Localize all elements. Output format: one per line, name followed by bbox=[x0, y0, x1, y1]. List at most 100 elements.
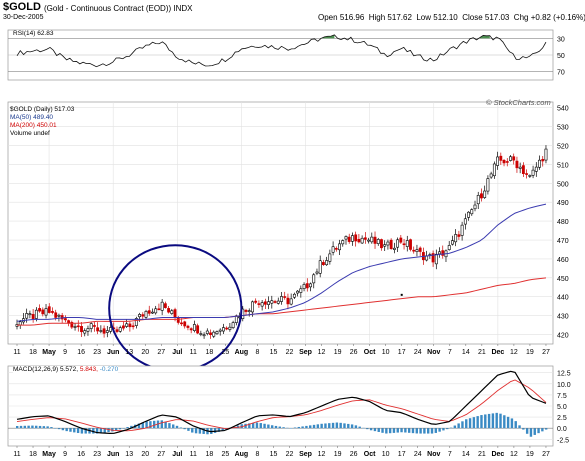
macd-histogram-bar bbox=[152, 420, 156, 429]
candle-body bbox=[347, 236, 351, 242]
candle-body bbox=[457, 234, 461, 237]
month-tick-label: Nov bbox=[427, 451, 440, 458]
day-tick-label: 22 bbox=[286, 349, 294, 356]
high-label: High bbox=[368, 13, 386, 22]
candle-body bbox=[96, 327, 100, 332]
price-tick-label: 540 bbox=[557, 106, 569, 113]
candle-body bbox=[502, 160, 506, 164]
day-tick-label: 17 bbox=[398, 451, 406, 458]
macd-label: MACD(12,26,9) 5.572, bbox=[13, 366, 79, 373]
macd-histogram-bar bbox=[289, 428, 293, 429]
macd-histogram-bar bbox=[270, 425, 274, 429]
candle-body bbox=[160, 301, 164, 311]
day-tick-label: 18 bbox=[205, 349, 213, 356]
macd-histogram-bar bbox=[92, 428, 95, 434]
month-tick-label: May bbox=[42, 349, 56, 356]
candle-body bbox=[209, 332, 212, 335]
candle-body bbox=[73, 326, 77, 328]
candle-body bbox=[63, 318, 67, 321]
macd-histogram-bar bbox=[335, 422, 339, 429]
candle-body bbox=[147, 310, 151, 314]
candle-body bbox=[325, 260, 329, 266]
candle-body bbox=[125, 323, 129, 327]
macd-histogram-bar bbox=[27, 425, 30, 429]
candle-body bbox=[521, 165, 525, 175]
day-tick-label: 19 bbox=[526, 451, 534, 458]
candle-body bbox=[202, 334, 206, 337]
macd-histogram-bar bbox=[362, 427, 365, 429]
day-tick-label: 21 bbox=[478, 349, 486, 356]
macd-histogram-bar bbox=[434, 428, 438, 433]
day-tick-label: 7 bbox=[448, 451, 452, 458]
candle-body bbox=[344, 236, 348, 240]
price-tick-label: 520 bbox=[557, 143, 569, 150]
candle-body bbox=[80, 326, 83, 333]
macd-histogram-bar bbox=[320, 423, 323, 429]
candle-body bbox=[199, 333, 203, 335]
day-tick-label: 14 bbox=[462, 451, 470, 458]
candle-body bbox=[215, 331, 219, 335]
macd-histogram-bar bbox=[316, 424, 320, 429]
macd-tick-label: 0.0 bbox=[557, 426, 567, 433]
candle-body bbox=[451, 240, 454, 245]
macd-histogram-bar bbox=[172, 424, 175, 429]
candle-body bbox=[118, 327, 122, 332]
macd-histogram-bar bbox=[80, 428, 84, 434]
candle-body bbox=[338, 243, 341, 251]
candle-body bbox=[57, 314, 61, 317]
macd-histogram-bar bbox=[529, 428, 533, 437]
candle-body bbox=[389, 239, 393, 250]
candle-body bbox=[18, 321, 22, 326]
macd-histogram-bar bbox=[73, 428, 76, 433]
macd-histogram-bar bbox=[472, 417, 476, 429]
day-tick-label: 15 bbox=[270, 451, 278, 458]
macd-histogram-bar bbox=[263, 423, 266, 429]
macd-histogram-bar bbox=[179, 427, 183, 429]
candle-body bbox=[105, 330, 109, 333]
macd-histogram-bar bbox=[95, 428, 99, 434]
macd-histogram-bar bbox=[465, 419, 468, 429]
macd-histogram-bar bbox=[522, 428, 525, 430]
candle-body bbox=[438, 251, 441, 255]
candle-body bbox=[480, 193, 483, 199]
macd-histogram-bar bbox=[114, 428, 118, 431]
candle-body bbox=[299, 288, 303, 293]
macd-histogram-bar bbox=[514, 421, 517, 429]
candle-body bbox=[376, 239, 380, 244]
candle-body bbox=[183, 321, 187, 327]
macd-legend: MACD(12,26,9) 5.572, 5.843, -0.270 bbox=[13, 366, 119, 374]
day-tick-label: 13 bbox=[125, 349, 133, 356]
month-tick-label: Jun bbox=[107, 451, 119, 458]
macd-histogram-bar bbox=[213, 428, 217, 433]
candle-body bbox=[373, 236, 377, 244]
macd-histogram-bar bbox=[499, 413, 502, 429]
macd-histogram-bar bbox=[468, 418, 472, 429]
macd-tick-label: 2.5 bbox=[557, 415, 567, 422]
candle-body bbox=[205, 330, 209, 334]
open-value: 516.96 bbox=[339, 13, 365, 22]
candle-body bbox=[263, 301, 267, 305]
candle-body bbox=[276, 300, 280, 304]
price-tick-label: 460 bbox=[557, 257, 569, 264]
candle-body bbox=[509, 156, 512, 161]
quote-summary: Open 516.96 High 517.62 Low 512.10 Close… bbox=[318, 13, 585, 22]
day-tick-label: 27 bbox=[542, 451, 550, 458]
macd-histogram-bar bbox=[122, 428, 125, 429]
day-tick-label: 12 bbox=[510, 451, 518, 458]
day-tick-label: 27 bbox=[157, 349, 165, 356]
candle-body bbox=[399, 237, 403, 243]
candle-body bbox=[38, 308, 42, 312]
macd-histogram-bar bbox=[354, 425, 358, 429]
candle-body bbox=[163, 303, 167, 308]
macd-histogram-bar bbox=[293, 427, 297, 429]
candle-body bbox=[331, 246, 335, 253]
rsi-line bbox=[16, 34, 547, 68]
candle-body bbox=[115, 329, 119, 332]
macd-panel: 12.5 10.0 7.5 5.0 2.5 0.0 -2.5 bbox=[7, 365, 571, 447]
candle-body bbox=[296, 290, 300, 294]
day-tick-label: 9 bbox=[63, 451, 67, 458]
macd-histogram-bar bbox=[35, 425, 38, 429]
macd-histogram-bar bbox=[381, 428, 384, 433]
day-tick-label: 15 bbox=[270, 349, 278, 356]
macd-histogram-bar bbox=[194, 428, 198, 434]
